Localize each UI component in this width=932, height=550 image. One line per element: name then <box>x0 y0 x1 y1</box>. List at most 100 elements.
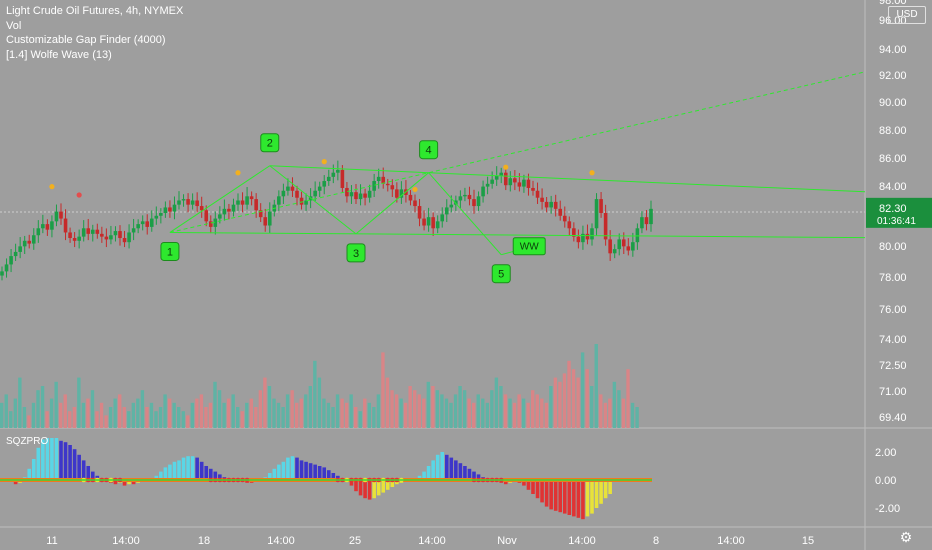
candle-body <box>503 172 508 186</box>
volume-bar <box>9 411 13 428</box>
volume-bar <box>68 411 72 428</box>
candle-body <box>90 229 95 234</box>
momentum-bar <box>358 480 363 496</box>
momentum-bar <box>367 480 372 500</box>
volume-bar <box>512 402 517 428</box>
wolfe-label-box <box>260 133 280 153</box>
volume-bar <box>363 398 367 428</box>
momentum-bar <box>172 461 177 480</box>
volume-bar <box>181 411 185 428</box>
volume-bar <box>367 402 372 428</box>
gear-icon[interactable]: ⚙ <box>899 529 913 545</box>
candle-body <box>77 236 81 241</box>
volume-bar <box>59 402 63 428</box>
momentum-bar <box>562 480 567 514</box>
candle-body <box>181 199 186 201</box>
swing-marker <box>235 170 241 176</box>
candle-body <box>104 236 109 240</box>
candle-body <box>349 192 354 197</box>
volume-bar <box>122 407 126 428</box>
volume-bar <box>81 402 86 428</box>
candle-body <box>9 256 13 265</box>
candle-body <box>222 208 227 215</box>
indicator-vol[interactable]: Vol <box>6 19 22 32</box>
candle-body <box>553 201 558 209</box>
volume-bar <box>485 402 490 428</box>
volume-bar <box>576 377 580 428</box>
wolfe-label-text: 3 <box>353 248 359 260</box>
momentum-bar <box>27 468 32 480</box>
candle-body <box>95 229 100 234</box>
time-tick-label: 14:00 <box>717 535 745 547</box>
indicator-wolfe-wave[interactable]: [1.4] Wolfe Wave (13) <box>6 48 112 61</box>
candle-body <box>45 224 50 230</box>
momentum-bar <box>549 480 553 510</box>
momentum-bar <box>304 461 308 480</box>
volume-bar <box>95 411 99 428</box>
momentum-bar <box>581 480 585 520</box>
volume-bar <box>104 415 108 428</box>
volume-bar <box>163 394 167 428</box>
volume-bar <box>177 407 181 428</box>
volume-bar <box>372 407 376 428</box>
momentum-bar <box>272 468 277 480</box>
volume-bar <box>308 386 313 428</box>
price-tick-label: 90.00 <box>879 97 907 109</box>
candle-body <box>395 189 399 198</box>
volume-bar <box>344 402 349 428</box>
candle-body <box>27 240 32 244</box>
candle-body <box>163 207 168 213</box>
momentum-bar <box>540 480 544 503</box>
volume-bar <box>245 402 249 428</box>
candle-body <box>290 186 295 191</box>
volume-bar <box>521 398 526 428</box>
price-tick-label: 94.00 <box>879 44 907 56</box>
momentum-bar <box>385 480 390 490</box>
time-tick-label: Nov <box>497 535 517 547</box>
time-tick-label: 11 <box>46 535 57 547</box>
momentum-bar <box>177 460 181 480</box>
volume-bar <box>381 352 385 428</box>
candle-body <box>372 181 376 191</box>
momentum-bar <box>317 466 322 480</box>
currency-button[interactable]: USD <box>888 6 926 24</box>
candle-body <box>576 236 581 243</box>
candle-body <box>36 228 41 236</box>
candle-body <box>626 246 631 251</box>
candle-body <box>458 196 463 201</box>
volume-bar <box>272 398 276 428</box>
candle-body <box>544 201 549 208</box>
volume-bar <box>540 398 544 428</box>
volume-bar <box>236 407 240 428</box>
momentum-bar <box>553 480 558 511</box>
candle-body <box>540 197 544 202</box>
candle-body <box>336 169 340 173</box>
volume-bar <box>186 415 190 428</box>
volume-bar <box>172 402 176 428</box>
volume-bar <box>281 407 285 428</box>
volume-bar <box>72 407 77 428</box>
price-tick-label: 92.00 <box>879 70 907 82</box>
momentum-bar <box>503 480 508 485</box>
volume-bar <box>36 390 40 428</box>
candle-body <box>621 239 626 247</box>
candle-body <box>413 200 417 207</box>
momentum-bar <box>526 480 531 490</box>
sqzpro-label[interactable]: SQZPRO <box>6 436 49 447</box>
momentum-bar <box>372 480 376 499</box>
swing-marker <box>412 186 418 193</box>
candle-body <box>463 194 467 197</box>
volume-bar <box>417 394 421 428</box>
volume-bar <box>617 390 621 428</box>
indicator-gap-finder[interactable]: Customizable Gap Finder (4000) <box>6 34 166 46</box>
candle-body <box>86 228 91 234</box>
symbol-title[interactable]: Light Crude Oil Futures, 4h, NYMEX <box>6 5 184 17</box>
momentum-bar <box>286 457 290 480</box>
candle-body <box>245 196 249 205</box>
swing-marker <box>589 170 595 176</box>
candle-body <box>190 200 195 205</box>
momentum-bar <box>363 480 367 499</box>
momentum-bar <box>63 442 68 480</box>
